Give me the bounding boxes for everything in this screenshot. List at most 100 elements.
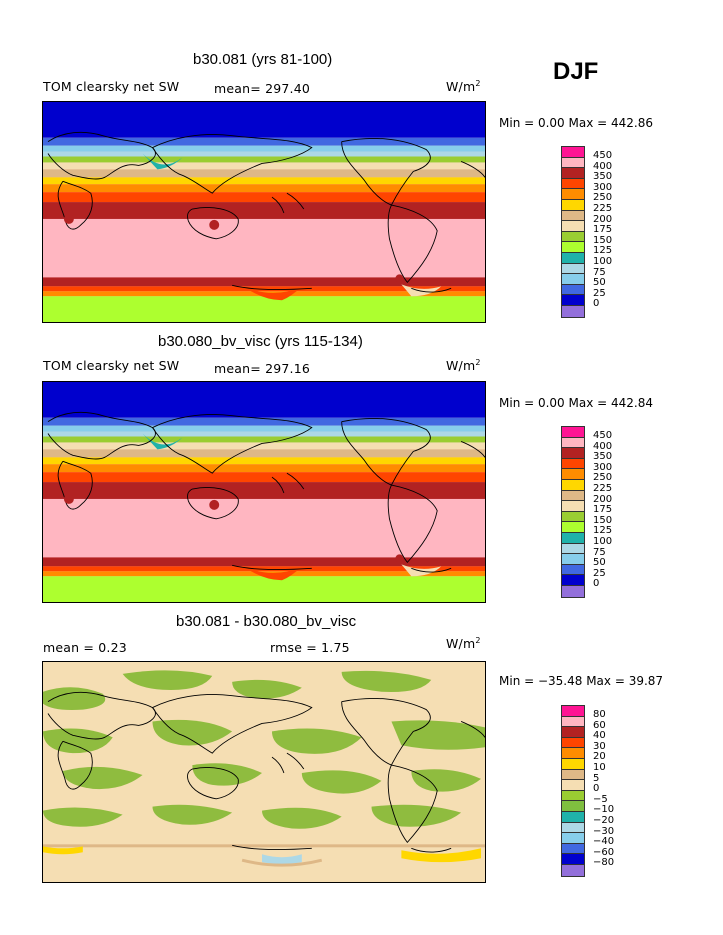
swatch bbox=[562, 790, 584, 802]
colorbar-tick: 400 bbox=[593, 440, 613, 452]
season-label: DJF bbox=[553, 58, 599, 85]
swatch bbox=[562, 543, 584, 555]
colorbar-tick: 125 bbox=[593, 245, 613, 257]
colorbar-tick: −30 bbox=[593, 825, 615, 837]
panel1-colorbar bbox=[561, 146, 585, 318]
panel1-unit: W/m2 bbox=[446, 79, 481, 95]
panel3-map bbox=[42, 661, 486, 883]
panel1-field-label: TOM clearsky net SW bbox=[43, 79, 180, 94]
swatch bbox=[562, 585, 584, 597]
colorbar-tick: 225 bbox=[593, 203, 613, 214]
swatch bbox=[562, 511, 584, 523]
colorbar-tick: 300 bbox=[593, 461, 613, 473]
colorbar-tick: 175 bbox=[593, 224, 613, 236]
colorbar-tick: 125 bbox=[593, 525, 613, 537]
swatch bbox=[562, 737, 584, 749]
colorbar-tick: 0 bbox=[593, 298, 600, 310]
panel1-map bbox=[42, 101, 486, 323]
swatch bbox=[562, 178, 584, 190]
colorbar-tick: 200 bbox=[593, 213, 613, 225]
swatch bbox=[562, 189, 584, 200]
swatch bbox=[562, 305, 584, 317]
swatch bbox=[562, 274, 584, 285]
panel2-minmax: Min = 0.00 Max = 442.84 bbox=[499, 396, 653, 410]
colorbar-tick: 100 bbox=[593, 536, 613, 547]
swatch bbox=[562, 231, 584, 243]
panel3-colorbar bbox=[561, 705, 585, 877]
swatch bbox=[562, 157, 584, 169]
panel1-minmax: Min = 0.00 Max = 442.86 bbox=[499, 116, 653, 130]
colorbar-tick: 60 bbox=[593, 719, 606, 731]
panel2-field-label: TOM clearsky net SW bbox=[43, 358, 180, 373]
colorbar-tick: 75 bbox=[593, 546, 606, 558]
panel2-unit: W/m2 bbox=[446, 358, 481, 374]
colorbar-tick: 25 bbox=[593, 567, 606, 579]
swatch bbox=[562, 811, 584, 823]
panel3-unit: W/m2 bbox=[446, 636, 481, 652]
colorbar-tick: 450 bbox=[593, 430, 613, 441]
swatch bbox=[562, 716, 584, 728]
swatch bbox=[562, 427, 584, 438]
panel1-mean: mean= 297.40 bbox=[214, 81, 311, 96]
colorbar-tick: −10 bbox=[593, 804, 615, 816]
swatch bbox=[562, 490, 584, 502]
colorbar-tick: 25 bbox=[593, 287, 606, 299]
swatch bbox=[562, 706, 584, 717]
colorbar-tick: 50 bbox=[593, 557, 606, 569]
swatch bbox=[562, 727, 584, 738]
colorbar-tick: 300 bbox=[593, 181, 613, 193]
swatch bbox=[562, 210, 584, 222]
colorbar-tick: −60 bbox=[593, 846, 615, 858]
swatch bbox=[562, 221, 584, 232]
colorbar-tick: 0 bbox=[593, 783, 600, 795]
colorbar-tick: −40 bbox=[593, 836, 615, 848]
colorbar-tick: 150 bbox=[593, 514, 613, 526]
colorbar-tick: 50 bbox=[593, 277, 606, 289]
swatch bbox=[562, 822, 584, 834]
swatch bbox=[562, 263, 584, 275]
swatch bbox=[562, 295, 584, 306]
colorbar-tick: −20 bbox=[593, 815, 615, 826]
colorbar-tick: 0 bbox=[593, 578, 600, 590]
swatch bbox=[562, 843, 584, 855]
colorbar-tick: 250 bbox=[593, 192, 613, 204]
panel1-title: b30.081 (yrs 81-100) bbox=[193, 51, 333, 68]
swatch bbox=[562, 437, 584, 449]
colorbar-tick: 100 bbox=[593, 256, 613, 267]
colorbar-tick: 75 bbox=[593, 266, 606, 278]
swatch bbox=[562, 199, 584, 211]
swatch bbox=[562, 284, 584, 296]
colorbar-tick: 5 bbox=[593, 772, 600, 784]
swatch bbox=[562, 469, 584, 480]
panel2-colorbar bbox=[561, 426, 585, 598]
swatch bbox=[562, 242, 584, 253]
swatch bbox=[562, 448, 584, 459]
swatch bbox=[562, 479, 584, 491]
swatch bbox=[562, 748, 584, 759]
swatch bbox=[562, 554, 584, 565]
colorbar-tick: 350 bbox=[593, 171, 613, 183]
swatch bbox=[562, 758, 584, 770]
colorbar-tick: 150 bbox=[593, 234, 613, 246]
colorbar-tick: −80 bbox=[593, 857, 615, 869]
swatch bbox=[562, 833, 584, 844]
panel3-title: b30.081 - b30.080_bv_visc bbox=[176, 613, 357, 630]
colorbar-tick: −5 bbox=[593, 793, 608, 805]
swatch bbox=[562, 801, 584, 812]
swatch bbox=[562, 501, 584, 512]
colorbar-tick: 450 bbox=[593, 150, 613, 161]
swatch bbox=[562, 864, 584, 876]
swatch bbox=[562, 575, 584, 586]
swatch bbox=[562, 252, 584, 264]
panel3-rmse: rmse = 1.75 bbox=[270, 640, 350, 655]
swatch bbox=[562, 780, 584, 791]
swatch bbox=[562, 564, 584, 576]
swatch bbox=[562, 522, 584, 533]
panel2-mean: mean= 297.16 bbox=[214, 361, 311, 376]
panel2-title: b30.080_bv_visc (yrs 115-134) bbox=[158, 333, 363, 350]
colorbar-tick: 40 bbox=[593, 730, 606, 742]
swatch bbox=[562, 458, 584, 470]
colorbar-tick: 350 bbox=[593, 451, 613, 463]
colorbar-tick: 30 bbox=[593, 740, 606, 752]
swatch bbox=[562, 168, 584, 179]
